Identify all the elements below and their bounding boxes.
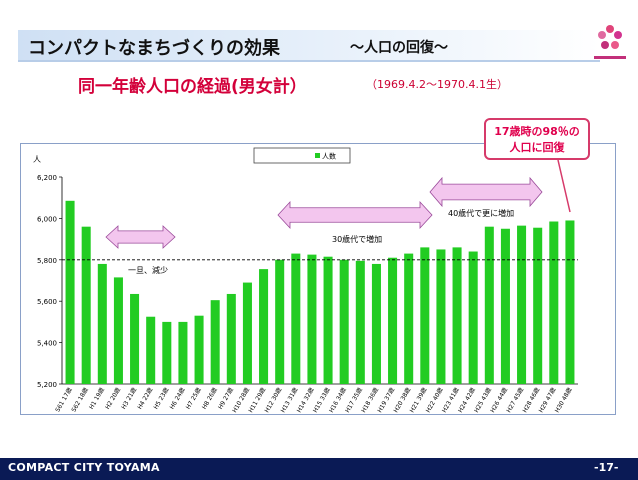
double-arrow-30s	[277, 200, 433, 230]
bar	[420, 247, 430, 384]
callout-pointer	[557, 159, 571, 213]
y-tick-label: 5,800	[37, 257, 57, 265]
bar	[146, 316, 156, 384]
footer-bar	[0, 458, 638, 480]
legend-label: 人数	[322, 152, 336, 161]
callout-box: 17歳時の98％の 人口に回復	[484, 118, 590, 160]
double-arrow-40s	[429, 176, 543, 208]
bar	[307, 254, 317, 384]
bar	[162, 321, 172, 384]
bar	[259, 269, 269, 384]
callout-line-1: 17歳時の98％の	[494, 125, 580, 138]
page-number: -17-	[594, 461, 619, 474]
bar	[178, 321, 188, 384]
bar	[81, 226, 91, 384]
bar	[130, 293, 140, 384]
flower-logo-icon	[598, 25, 622, 49]
y-tick-label: 6,000	[37, 215, 57, 223]
bar	[565, 220, 575, 384]
y-tick-label: 5,400	[37, 340, 57, 348]
title-bar	[18, 30, 600, 62]
bar	[242, 282, 252, 384]
bar	[549, 221, 559, 384]
legend: 人数	[253, 147, 351, 164]
annotation-decline: 一旦、減少	[128, 265, 168, 275]
bar	[291, 253, 301, 384]
footer-brand: COMPACT CITY TOYAMA	[8, 461, 160, 474]
y-axis-unit: 人	[33, 155, 41, 164]
chart-title: 同一年齢人口の経過(男女計）	[78, 77, 307, 97]
page-title: コンパクトなまちづくりの効果	[28, 38, 280, 59]
bar	[404, 253, 414, 384]
bar	[275, 259, 285, 384]
y-tick-label: 6,200	[37, 174, 57, 182]
city-logo	[594, 25, 626, 59]
bar	[388, 257, 398, 384]
bar	[194, 315, 204, 384]
y-tick-label: 5,600	[37, 298, 57, 306]
bar	[533, 227, 543, 384]
chart-title-range: （1969.4.2～1970.4.1生）	[366, 78, 508, 91]
bar	[517, 225, 527, 384]
bar	[452, 247, 462, 384]
bar	[500, 228, 510, 384]
bar	[339, 259, 349, 384]
annotation-40s-increase: 40歳代で更に増加	[448, 208, 514, 218]
bar	[97, 263, 107, 384]
page-subtitle: ～人口の回復～	[350, 40, 448, 56]
bar	[226, 293, 236, 384]
bar	[468, 251, 478, 384]
bar	[484, 226, 494, 384]
double-arrow-decline	[105, 225, 176, 249]
callout-line-2: 人口に回復	[509, 141, 565, 154]
chart-frame	[20, 143, 616, 415]
bar	[355, 260, 365, 384]
bar	[436, 249, 446, 384]
bar	[371, 263, 381, 384]
bar	[65, 200, 75, 384]
bar	[323, 256, 333, 384]
y-tick-label: 5,200	[37, 381, 57, 389]
bar	[113, 277, 123, 384]
bar	[210, 300, 220, 384]
legend-swatch	[315, 153, 320, 158]
annotation-30s-increase: 30歳代で増加	[332, 234, 382, 244]
